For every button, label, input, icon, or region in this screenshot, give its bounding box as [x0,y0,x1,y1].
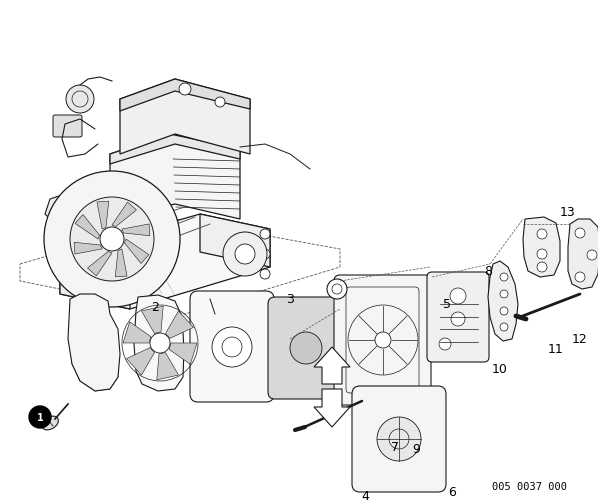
Circle shape [500,274,508,282]
Text: 4: 4 [361,489,369,501]
Circle shape [575,228,585,238]
Circle shape [375,332,391,348]
Circle shape [439,338,451,350]
Circle shape [587,250,597,261]
Circle shape [223,232,267,277]
Text: 11: 11 [548,343,564,356]
Circle shape [150,333,170,353]
FancyBboxPatch shape [427,273,489,362]
Circle shape [70,197,154,282]
Polygon shape [115,249,127,278]
Circle shape [29,406,51,428]
Circle shape [575,273,585,283]
Circle shape [215,98,225,108]
Polygon shape [126,348,154,375]
Text: 3: 3 [286,293,294,306]
FancyBboxPatch shape [81,348,105,356]
Polygon shape [110,135,240,165]
Polygon shape [120,80,250,112]
Circle shape [100,227,124,252]
Text: 12: 12 [572,333,588,346]
Circle shape [66,86,94,114]
Circle shape [290,332,322,364]
Circle shape [377,417,421,461]
Polygon shape [124,239,149,264]
Circle shape [260,229,270,239]
FancyBboxPatch shape [53,116,82,138]
FancyBboxPatch shape [190,292,274,402]
Text: 005 0037 000: 005 0037 000 [493,481,568,491]
Text: 7: 7 [391,440,399,453]
Polygon shape [166,311,194,339]
Polygon shape [97,202,109,229]
Ellipse shape [42,416,59,430]
Circle shape [537,263,547,273]
Text: 1: 1 [36,412,44,422]
Polygon shape [142,307,163,334]
Text: 5: 5 [443,298,451,311]
Polygon shape [68,295,120,391]
Polygon shape [110,135,240,219]
Circle shape [179,84,191,96]
Polygon shape [568,219,598,290]
FancyBboxPatch shape [268,298,344,399]
Circle shape [212,327,252,367]
Polygon shape [45,194,80,224]
Text: 9: 9 [412,442,420,455]
Circle shape [500,291,508,299]
Polygon shape [112,203,136,227]
Polygon shape [488,262,518,341]
Circle shape [500,323,508,331]
FancyBboxPatch shape [81,358,105,366]
Circle shape [450,289,466,305]
Circle shape [537,249,547,260]
Circle shape [260,249,270,260]
Polygon shape [95,280,120,302]
FancyBboxPatch shape [81,338,105,346]
FancyBboxPatch shape [334,276,431,405]
Polygon shape [200,214,270,268]
Circle shape [327,280,347,300]
Circle shape [451,313,465,326]
Polygon shape [169,343,197,365]
Polygon shape [120,80,250,155]
Polygon shape [74,243,102,255]
FancyBboxPatch shape [352,386,446,492]
Polygon shape [72,354,118,391]
Text: 2: 2 [151,301,159,314]
Text: 13: 13 [560,206,576,219]
Polygon shape [87,252,112,276]
FancyBboxPatch shape [81,328,105,336]
Circle shape [80,345,108,373]
Text: 10: 10 [492,363,508,376]
Circle shape [44,172,180,308]
Polygon shape [60,214,270,310]
Text: 8: 8 [484,265,492,278]
Circle shape [537,229,547,239]
Text: 6: 6 [448,485,456,498]
Polygon shape [75,215,100,239]
Polygon shape [122,224,150,236]
Polygon shape [523,217,560,278]
FancyBboxPatch shape [81,318,105,326]
FancyBboxPatch shape [81,368,105,376]
Circle shape [500,308,508,315]
Polygon shape [157,353,178,380]
Polygon shape [60,255,130,310]
Polygon shape [123,322,151,343]
Circle shape [235,244,255,265]
Polygon shape [314,389,350,427]
Circle shape [260,270,270,280]
Polygon shape [134,296,184,391]
Polygon shape [314,347,350,384]
